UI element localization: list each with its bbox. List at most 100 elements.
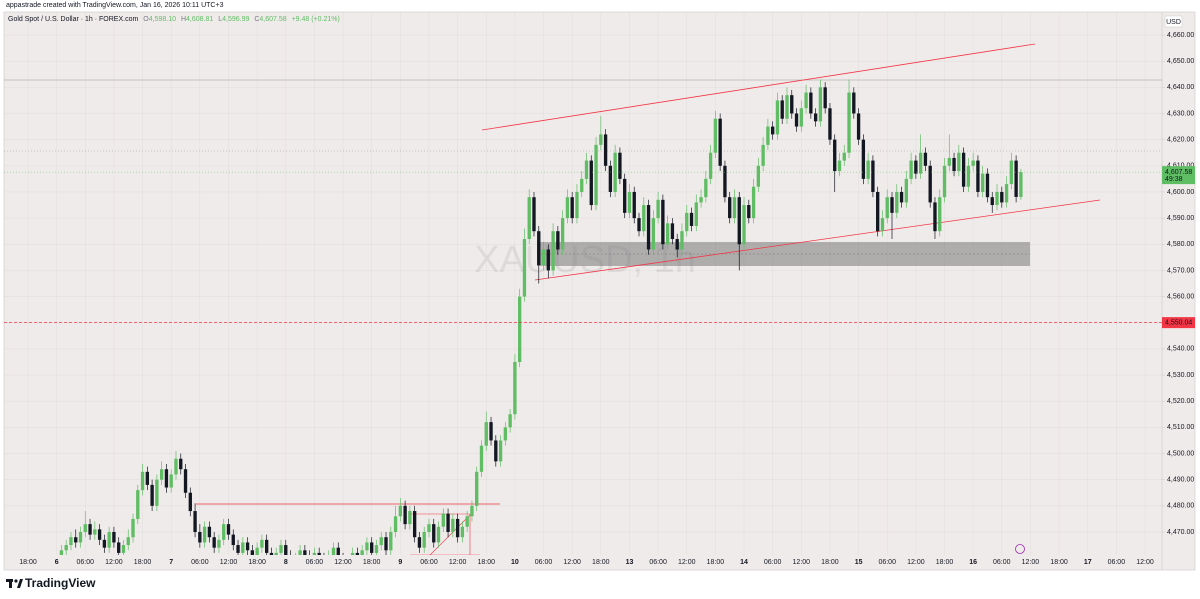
- candle-body: [890, 197, 894, 213]
- candle-body: [785, 95, 789, 119]
- candle-body: [790, 95, 794, 114]
- candle-body: [957, 152, 961, 172]
- candle-body: [69, 537, 73, 546]
- candle-body: [651, 218, 655, 250]
- candle-body: [131, 518, 135, 538]
- candle-body: [408, 511, 412, 525]
- candle-body: [518, 296, 522, 362]
- candle-body: [885, 197, 889, 219]
- candle-body: [498, 440, 503, 462]
- candle-body: [522, 239, 527, 297]
- x-tick-label: 12:00: [220, 559, 238, 566]
- candle-body: [236, 545, 240, 553]
- candle-body: [837, 160, 842, 172]
- drawing: [429, 514, 471, 555]
- candle-body: [871, 160, 875, 192]
- candle-body: [74, 537, 78, 543]
- legend-symbol: Gold Spot / U.S. Dollar · 1h · FOREX.com: [8, 16, 138, 23]
- x-tick-label: 16: [969, 559, 977, 566]
- candle-body: [422, 531, 426, 548]
- candle-body: [455, 518, 460, 538]
- candle-body: [575, 191, 579, 219]
- x-tick-label: 12:00: [334, 559, 352, 566]
- x-tick-label: 18:00: [19, 559, 37, 566]
- candle-body: [226, 524, 231, 535]
- candle-body: [1019, 172, 1023, 197]
- candle-body: [661, 199, 665, 245]
- candle-body: [102, 539, 107, 548]
- logo: TradingView: [6, 576, 96, 590]
- candle-body: [966, 165, 971, 187]
- candle-body: [728, 197, 732, 219]
- candle-body: [842, 152, 846, 161]
- candle-body: [699, 197, 703, 203]
- candle-body: [952, 157, 956, 172]
- candle-body: [136, 490, 140, 519]
- candle-body: [384, 537, 388, 551]
- candles: [59, 79, 1023, 555]
- zone-rectangle: [537, 242, 1030, 266]
- candle-body: [708, 152, 713, 179]
- candle-body: [856, 113, 861, 140]
- candle-body: [895, 191, 899, 213]
- y-tick-label: 4,600.00: [1167, 189, 1194, 196]
- candle-body: [179, 458, 183, 470]
- x-tick-label: 12:00: [907, 559, 925, 566]
- candle-body: [484, 422, 488, 446]
- logo-text: TradingView: [25, 576, 96, 590]
- candle-body: [589, 160, 593, 206]
- candle-body: [823, 87, 827, 109]
- logo-mark: [9, 579, 12, 588]
- y-tick-label: 4,570.00: [1167, 267, 1194, 274]
- candle-body: [231, 534, 235, 546]
- candle-body: [398, 505, 403, 517]
- y-tick-label: 4,650.00: [1167, 58, 1194, 65]
- candle-body: [742, 205, 746, 245]
- candle-body: [532, 197, 536, 232]
- y-tick-label: 4,470.00: [1167, 529, 1194, 536]
- x-tick-label: 12:00: [105, 559, 123, 566]
- x-tick-label: 18:00: [1050, 559, 1068, 566]
- candle-body: [766, 126, 770, 145]
- candle-body: [904, 178, 908, 203]
- candle-body: [546, 249, 550, 271]
- candle-body: [775, 100, 780, 135]
- event-icon[interactable]: [1015, 544, 1025, 554]
- x-tick-label: 12:00: [449, 559, 467, 566]
- candle-body: [140, 471, 145, 491]
- legend-key: C: [254, 16, 259, 23]
- price-label-box: [1162, 317, 1195, 329]
- legend-key: L: [218, 16, 222, 23]
- candle-body: [971, 160, 975, 166]
- candle-body: [551, 231, 555, 271]
- candle-body: [193, 511, 197, 532]
- candle-body: [250, 550, 255, 555]
- candle-body: [876, 191, 880, 232]
- x-tick-label: 06:00: [878, 559, 896, 566]
- last-price-label: 4,607.58: [1165, 169, 1192, 176]
- x-tick-label: 7: [169, 559, 173, 566]
- y-tick-label: 4,660.00: [1167, 32, 1194, 39]
- candle-body: [374, 545, 379, 553]
- x-tick-label: 12:00: [1022, 559, 1040, 566]
- legend-value: 4,607.58: [259, 16, 286, 23]
- candle-body: [866, 160, 870, 179]
- candle-body: [159, 469, 164, 480]
- candle-body: [355, 552, 360, 555]
- candle-body: [446, 513, 450, 532]
- candle-body: [723, 165, 727, 198]
- candle-body: [909, 160, 913, 179]
- candle-body: [747, 205, 751, 219]
- candle-body: [942, 165, 947, 198]
- candle-body: [923, 152, 928, 166]
- legend-value: 4,608.81: [186, 16, 213, 23]
- last-price-box: [1162, 166, 1195, 185]
- candle-body: [570, 197, 574, 219]
- candle-body: [427, 524, 431, 532]
- candle-body: [918, 152, 923, 174]
- x-tick-label: 12:00: [1136, 559, 1154, 566]
- candle-body: [298, 550, 302, 555]
- candle-body: [580, 178, 584, 192]
- candle-body: [670, 223, 675, 240]
